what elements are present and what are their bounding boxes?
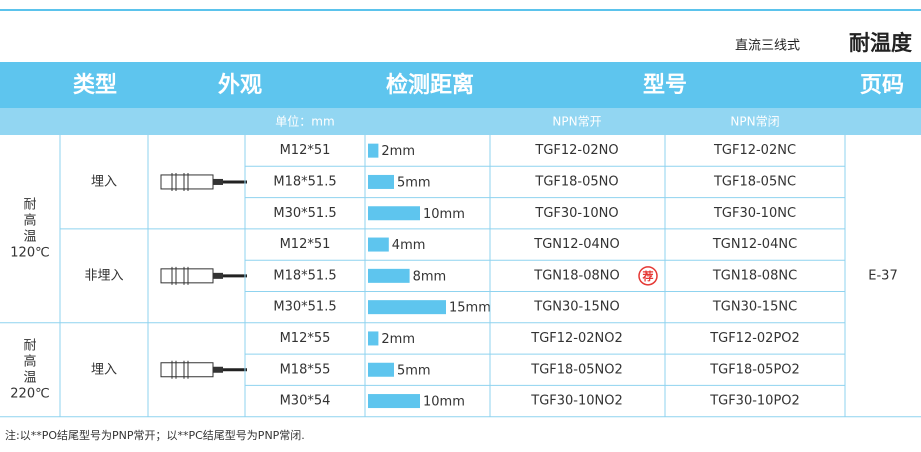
npn-closed: TGF18-05PO2 (709, 362, 800, 377)
sensor-body (160, 362, 214, 378)
sensor-tail (213, 366, 223, 373)
npn-open: TGF12-02NO2 (530, 331, 623, 346)
distance-bar (368, 237, 389, 252)
distance-label: 8mm (413, 269, 447, 284)
column-header: 型号 (643, 73, 687, 98)
model: M30*54 (280, 394, 331, 409)
npn-closed: TGF12-02PO2 (709, 331, 800, 346)
npn-closed: TGN12-04NC (712, 237, 797, 252)
distance-bar (368, 174, 394, 189)
distance-label: 15mm (449, 301, 491, 316)
distance-label: 2mm (381, 144, 415, 159)
subheader-band (0, 108, 921, 135)
model: M30*51.5 (273, 300, 336, 315)
npn-closed: TGF30-10PO2 (709, 394, 800, 409)
model: M30*51.5 (273, 206, 336, 221)
column-header: 检测距离 (386, 72, 474, 98)
column-header: 外观 (218, 72, 262, 98)
sensor-tail (213, 178, 223, 185)
model: M18*55 (280, 362, 331, 377)
npn-open: TGN30-15NO (533, 300, 619, 315)
distance-bar (368, 394, 420, 409)
temperature: 高 (23, 353, 36, 369)
distance-label: 10mm (423, 207, 465, 222)
npn-open: TGF18-05NO (534, 174, 618, 189)
npn-closed: TGF30-10NC (713, 206, 796, 221)
distance-label: 10mm (423, 395, 465, 410)
sensor-body (160, 174, 214, 190)
temperature: 耐 (23, 338, 36, 353)
distance-bar (368, 300, 446, 315)
npn-open: TGN12-04NO (533, 237, 619, 252)
subtitle: 直流三线式 (735, 39, 800, 54)
temperature: 220℃ (10, 386, 49, 401)
npn-open: TGF18-05NO2 (530, 362, 623, 377)
npn-open-header: NPN常开 (552, 115, 601, 129)
mounting-type: 非埋入 (84, 268, 123, 283)
page-ref: E-37 (868, 268, 897, 283)
npn-closed: TGF12-02NC (713, 143, 796, 158)
mounting-type: 埋入 (91, 174, 117, 189)
distance-label: 5mm (397, 363, 431, 378)
distance-bar (368, 268, 410, 283)
sensor-body (160, 268, 214, 284)
header-band (0, 62, 921, 108)
npn-open: TGF12-02NO (534, 143, 618, 158)
distance-label: 5mm (397, 175, 431, 190)
npn-open: TGN18-08NO (533, 268, 619, 283)
unit-label: 单位：mm (275, 114, 334, 129)
model: M12*55 (280, 331, 331, 346)
distance-bar (368, 143, 379, 158)
temperature: 耐 (23, 197, 36, 212)
distance-label: 4mm (392, 238, 426, 253)
temperature: 温 (23, 370, 36, 385)
distance-bar (368, 206, 420, 221)
distance-label: 2mm (381, 332, 415, 347)
model: M12*51 (280, 143, 331, 158)
mounting-type: 埋入 (91, 362, 117, 377)
npn-open: TGF30-10NO (534, 206, 618, 221)
temperature: 高 (23, 212, 36, 228)
temperature: 温 (23, 229, 36, 244)
badge-ring (638, 266, 658, 286)
badge: 荐 (642, 269, 654, 283)
distance-bar (368, 331, 379, 346)
npn-closed: TGN18-08NC (712, 268, 797, 283)
title: 耐温度 (849, 31, 912, 55)
model: M18*51.5 (273, 174, 336, 189)
temperature: 120℃ (10, 245, 49, 260)
model: M18*51.5 (273, 268, 336, 283)
sensor-tail (213, 272, 223, 279)
column-header: 类型 (73, 73, 117, 98)
npn-closed: TGN30-15NC (712, 300, 797, 315)
npn-open: TGF30-10NO2 (530, 394, 623, 409)
model: M12*51 (280, 237, 331, 252)
footnote: 注:以**PO结尾型号为PNP常开；以**PC结尾型号为PNP常闭. (5, 428, 305, 442)
npn-closed: TGF18-05NC (713, 174, 796, 189)
column-header: 页码 (860, 73, 904, 98)
npn-closed-header: NPN常闭 (730, 115, 779, 129)
distance-bar (368, 362, 394, 377)
